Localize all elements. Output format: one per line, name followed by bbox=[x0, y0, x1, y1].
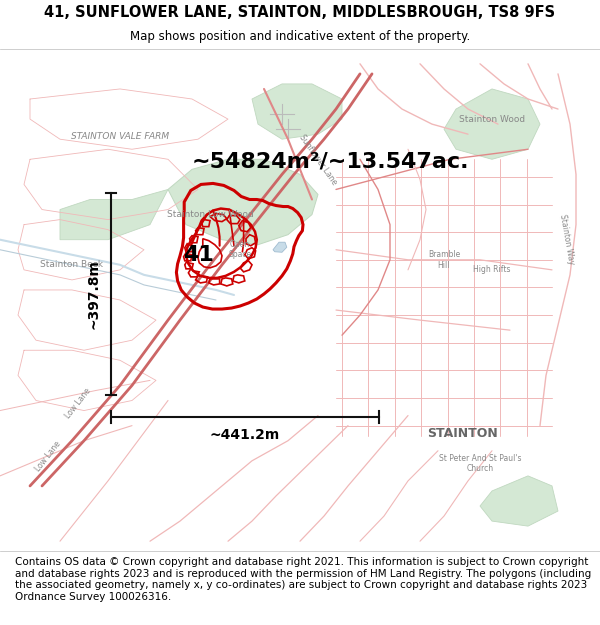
Text: Bramble
Hill: Bramble Hill bbox=[428, 250, 460, 269]
Text: ~397.8m: ~397.8m bbox=[86, 259, 100, 329]
Text: 41: 41 bbox=[182, 245, 214, 265]
Text: ~54824m²/~13.547ac.: ~54824m²/~13.547ac. bbox=[192, 152, 470, 172]
Text: Stainton Way: Stainton Way bbox=[558, 214, 576, 266]
Polygon shape bbox=[273, 242, 287, 252]
Text: Sunflower Lane: Sunflower Lane bbox=[298, 132, 338, 186]
Text: Open
Space: Open Space bbox=[229, 240, 251, 259]
Text: 41, SUNFLOWER LANE, STAINTON, MIDDLESBROUGH, TS8 9FS: 41, SUNFLOWER LANE, STAINTON, MIDDLESBRO… bbox=[44, 5, 556, 20]
Text: St Peter And St Paul's
Church: St Peter And St Paul's Church bbox=[439, 454, 521, 473]
Text: Map shows position and indicative extent of the property.: Map shows position and indicative extent… bbox=[130, 29, 470, 42]
Polygon shape bbox=[252, 84, 342, 139]
Text: STAINTON: STAINTON bbox=[427, 427, 497, 439]
Polygon shape bbox=[480, 476, 558, 526]
Polygon shape bbox=[168, 159, 318, 245]
Text: Low Lane: Low Lane bbox=[64, 386, 92, 420]
Text: Contains OS data © Crown copyright and database right 2021. This information is : Contains OS data © Crown copyright and d… bbox=[15, 557, 591, 602]
Text: Stainton Low Wood: Stainton Low Wood bbox=[167, 210, 253, 219]
Text: ~441.2m: ~441.2m bbox=[210, 428, 280, 442]
Text: Low Lane: Low Lane bbox=[34, 440, 62, 474]
Text: Stainton Beck: Stainton Beck bbox=[41, 261, 104, 269]
Polygon shape bbox=[60, 189, 168, 240]
Text: Stainton Wood: Stainton Wood bbox=[459, 114, 525, 124]
Text: STAINTON VALE FARM: STAINTON VALE FARM bbox=[71, 132, 169, 141]
Polygon shape bbox=[444, 89, 540, 159]
Text: High Rifts: High Rifts bbox=[473, 266, 511, 274]
